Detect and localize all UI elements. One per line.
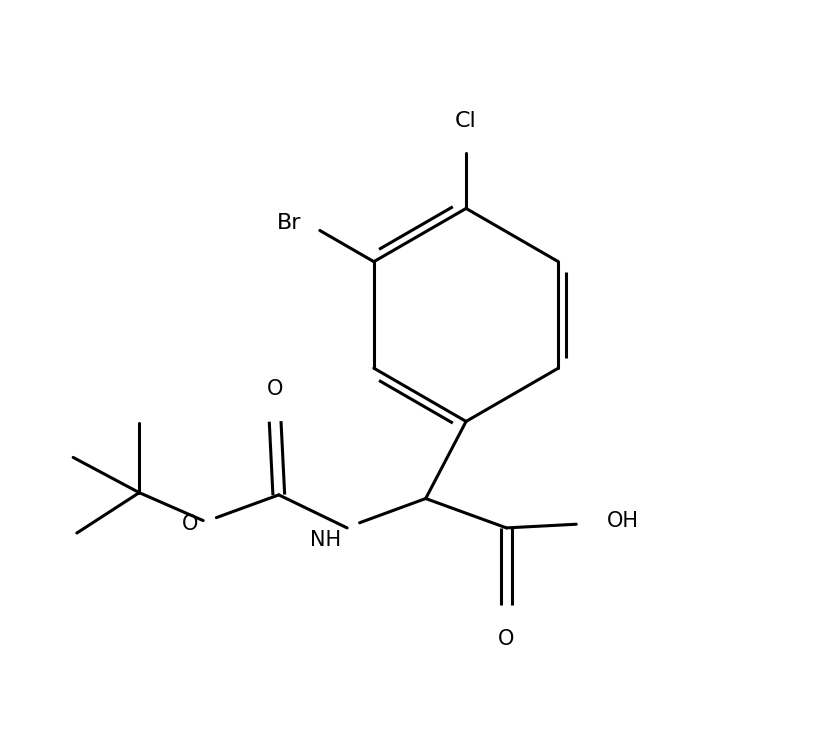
Text: NH: NH xyxy=(310,530,341,550)
Text: O: O xyxy=(498,628,515,648)
Text: Cl: Cl xyxy=(455,111,477,131)
Text: Br: Br xyxy=(277,213,302,233)
Text: O: O xyxy=(267,380,284,400)
Text: OH: OH xyxy=(607,511,639,531)
Text: O: O xyxy=(182,514,198,534)
